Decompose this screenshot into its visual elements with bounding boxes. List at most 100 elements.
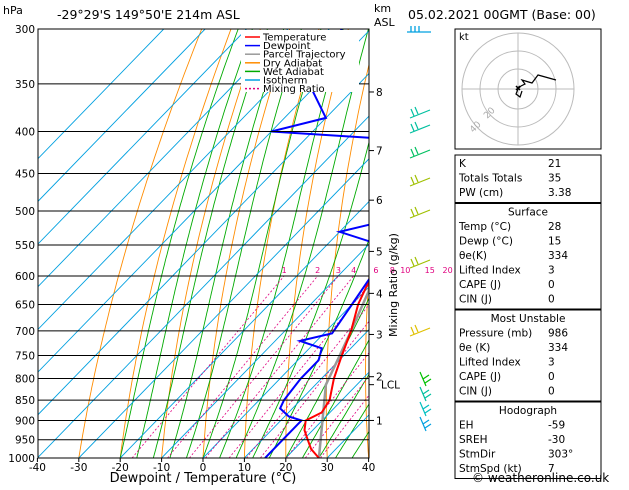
temperature-tick-label: -10 [153,462,170,474]
dry-adiabat-line [325,62,369,458]
surface-table-row-label: θe(K) [459,250,487,262]
height-tick-label: 4 [376,288,383,300]
isotherm-line [78,158,369,458]
most-unstable-table-frame [454,309,602,402]
wind-barb-icon [409,324,431,337]
most-unstable-table-title: Most Unstable [491,313,566,325]
most-unstable-table-row-value: 334 [548,342,568,354]
legend-label: Isotherm [263,76,307,87]
wind-barb-icon [409,146,431,159]
height-tick-label: LCL [381,380,400,392]
mixing-ratio-label: 10 [400,266,410,275]
wind-barb-icon [409,106,431,119]
pressure-tick-label: 300 [15,24,35,36]
most-unstable-table-row-label: CAPE (J) [459,371,501,383]
temperature-tick-label: -40 [29,462,46,474]
isotherm-line [38,72,369,416]
pressure-tick-label: 600 [15,271,35,283]
surface-table-row-label: CIN (J) [459,294,492,306]
wind-barb-icon [419,401,432,417]
isotherm-line [244,328,369,458]
hodograph-trace [517,74,557,90]
isotherm-line [38,29,206,202]
parcel-trajectory-line [317,287,369,458]
wind-barb-icon [409,256,431,269]
temperature-tick-label: 10 [238,462,251,474]
wind-barb-icon [419,386,432,402]
pressure-tick-label: 900 [15,415,35,427]
height-tick-label: 1 [376,415,383,427]
mixing-ratio-label: 1 [282,266,287,275]
isotherm-line [38,30,369,373]
hodograph-unit-label: kt [459,32,469,43]
indices-table-row-value: 35 [548,173,561,185]
pressure-tick-label: 650 [15,300,35,312]
mixing-ratio-label: 6 [373,266,378,275]
isotherm-line [38,29,165,160]
temperature-tick-label: 0 [200,462,207,474]
indices-table-row-label: K [459,158,467,170]
legend-box [241,30,359,92]
pressure-tick-label: 1000 [8,453,35,465]
isotherm-line [202,286,369,458]
most-unstable-table-row-value: 0 [548,371,555,383]
height-tick-label: 6 [376,195,383,207]
temperature-axis: -40 -30 -20 -10 0 10 20 30 40 [29,458,375,474]
copyright-footer: © weatheronline.co.uk [472,471,609,485]
km-unit-label: km [374,2,391,15]
hodograph-table-row-label: StmDir [459,449,496,461]
height-tick-label: 8 [376,87,383,99]
hodograph-table-row-value: -59 [548,420,565,432]
most-unstable-table-row-label: CIN (J) [459,386,492,398]
hodograph-table-row-label: SREH [459,434,488,446]
pressure-tick-label: 400 [15,127,35,139]
isotherm-line [161,243,369,458]
pressure-tick-label: 850 [15,395,35,407]
hodograph-table-row-value: 303° [548,449,573,461]
surface-table-row-value: 0 [548,279,555,291]
temperature-tick-label: -30 [70,462,87,474]
surface-table-row-value: 28 [548,221,561,233]
pressure-tick-label: 350 [15,79,35,91]
most-unstable-table-row-value: 3 [548,357,555,369]
pressure-tick-label: 700 [15,326,35,338]
surface-table-row-value: 334 [548,250,568,262]
wind-barb-icon [407,26,431,33]
storm-motion-marker [515,85,521,91]
legend-label: Dewpoint [263,41,311,52]
datetime-title: 05.02.2021 00GMT (Base: 00) [408,7,596,22]
most-unstable-table-row-label: θe (K) [459,342,490,354]
wind-barb-icon [409,206,431,219]
dry-adiabat-line [161,29,261,458]
most-unstable-table-row-value: 986 [548,328,568,340]
surface-table-row-value: 15 [548,236,561,248]
temperature-tick-label: -20 [112,462,129,474]
mixing-ratio-label: 2 [315,266,320,275]
pressure-tick-label: 800 [15,373,35,385]
asl-unit-label: ASL [374,16,396,29]
hpa-unit-label: hPa [3,4,23,17]
most-unstable-table-row-label: Lifted Index [459,357,521,369]
wind-barb-icon [409,174,431,187]
hodograph-table-title: Hodograph [499,405,557,417]
dry-adiabat-line [365,269,369,458]
wind-barb-icon [419,371,432,387]
isotherm-line [119,200,369,458]
indices-table-row-label: PW (cm) [459,187,503,199]
surface-table-row-value: 0 [548,294,555,306]
dry-adiabat-line [78,29,203,458]
surface-table-row-value: 3 [548,265,555,277]
dry-adiabat-line [609,4,629,475]
isotherm-line [38,29,330,330]
wet-adiabat-line [302,339,369,458]
height-tick-label: 2 [376,372,383,384]
pressure-tick-label: 750 [15,350,35,362]
legend-label: Mixing Ratio [263,84,325,95]
legend-label: Dry Adiabat [263,58,322,69]
wind-barb-icon [409,121,431,134]
